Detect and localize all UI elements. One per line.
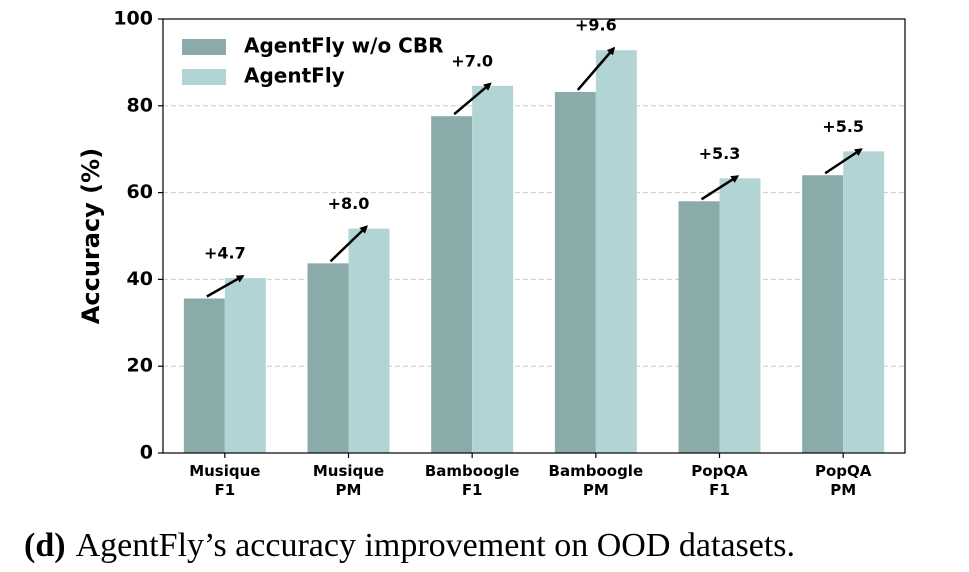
plot-frame	[162, 18, 906, 454]
x-tick-label: Bamboogle F1	[425, 462, 520, 499]
bar	[595, 50, 637, 454]
bar	[678, 201, 720, 453]
arrow	[453, 82, 492, 116]
y-tick-label: 80	[127, 94, 153, 116]
x-tick-label: Musique PM	[313, 462, 384, 499]
x-tick-label: PopQA PM	[815, 462, 872, 499]
x-tick-label-line: F1	[462, 481, 483, 499]
legend-swatch	[182, 69, 226, 85]
caption: (d) AgentFly’s accuracy improvement on OO…	[24, 527, 795, 564]
arrow	[700, 175, 740, 201]
x-tick-label-line: F1	[709, 481, 730, 499]
annotation: +9.6	[575, 16, 617, 35]
annotation: +5.3	[699, 144, 741, 163]
y-tick-label: 100	[113, 8, 153, 30]
bar	[802, 175, 844, 454]
y-tick-label: 60	[127, 181, 153, 203]
x-tick-label-line: PopQA	[815, 462, 872, 480]
y-axis-label: Accuracy (%)	[77, 148, 105, 324]
x-tick-label: PopQA F1	[691, 462, 748, 499]
bar	[554, 91, 596, 454]
bar	[224, 278, 266, 453]
x-tick-label-line: Bamboogle	[425, 462, 520, 480]
legend-label: AgentFly	[244, 64, 345, 88]
y-tick-label: 0	[140, 442, 153, 464]
annotation: +5.5	[822, 117, 864, 136]
bar	[183, 298, 225, 453]
arrow	[329, 225, 368, 263]
arrow	[824, 148, 863, 175]
bar	[472, 85, 514, 453]
annotation: +4.7	[204, 244, 246, 263]
bar	[348, 228, 390, 453]
bar	[719, 178, 761, 453]
legend-label: AgentFly w/o CBR	[244, 34, 443, 58]
x-tick-label: Musique F1	[189, 462, 260, 499]
x-tick-label-line: PM	[583, 481, 609, 499]
y-tick-label: 40	[127, 268, 153, 290]
arrow	[206, 275, 245, 298]
legend-swatch	[182, 39, 226, 55]
x-tick-label-line: PM	[830, 481, 856, 499]
annotation: +7.0	[451, 51, 493, 70]
y-tick-label: 20	[127, 355, 153, 377]
bar	[431, 116, 473, 453]
caption-label: (d)	[24, 527, 66, 564]
x-tick-label: Bamboogle PM	[549, 462, 644, 499]
bar	[307, 263, 349, 453]
x-tick-label-line: Musique	[189, 462, 260, 480]
caption-text: AgentFly’s accuracy improvement on OOD d…	[76, 527, 795, 564]
annotation: +8.0	[328, 194, 370, 213]
x-tick-label-line: Bamboogle	[549, 462, 644, 480]
x-tick-label-line: PM	[336, 481, 362, 499]
x-tick-label-line: PopQA	[691, 462, 748, 480]
x-tick-label-line: F1	[214, 481, 235, 499]
arrow	[576, 46, 616, 91]
x-tick-label-line: Musique	[313, 462, 384, 480]
bar	[843, 151, 885, 453]
